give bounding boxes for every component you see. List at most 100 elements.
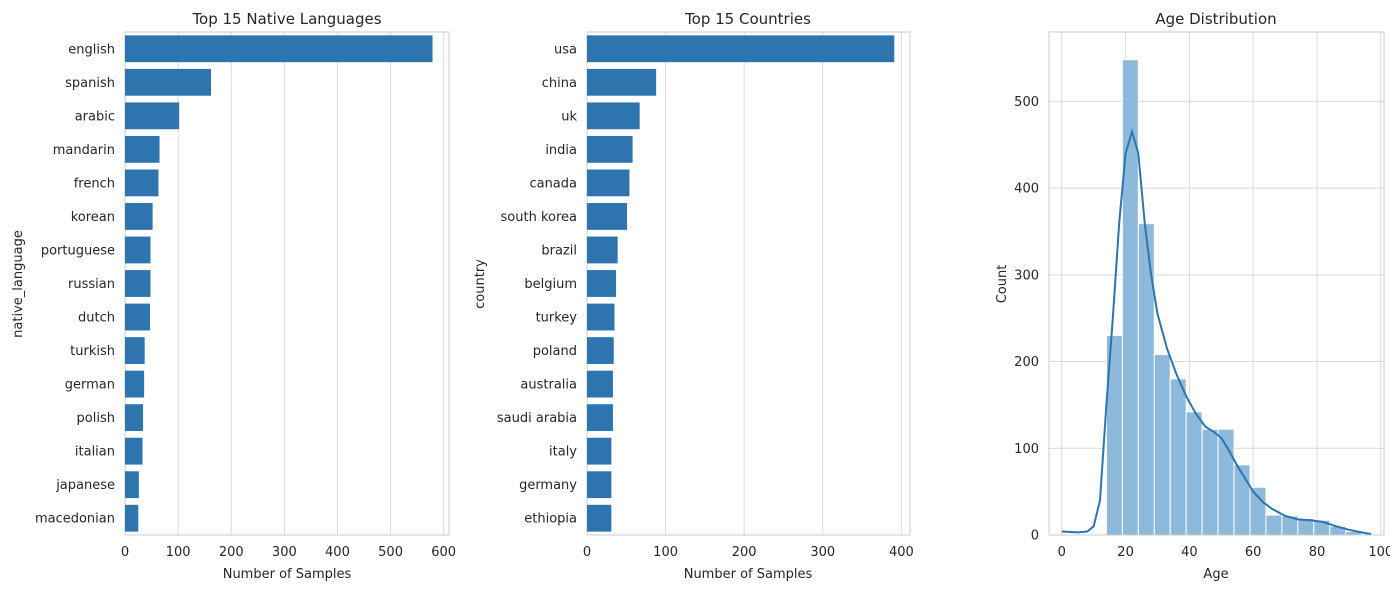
- x-tick-label: 0: [121, 545, 129, 560]
- y-tick-label: turkey: [536, 311, 578, 326]
- bar: [587, 135, 633, 163]
- chart-title: Top 15 Countries: [684, 10, 811, 28]
- y-tick-label: arabic: [75, 109, 115, 124]
- bar: [125, 404, 144, 432]
- y-tick-label: english: [68, 42, 115, 57]
- x-tick-label: 200: [732, 545, 757, 560]
- y-tick-label: 400: [1014, 182, 1039, 197]
- histogram-bar: [1121, 59, 1139, 536]
- histogram-bar: [1249, 486, 1267, 536]
- y-tick-label: usa: [554, 42, 577, 57]
- x-tick-label: 40: [1181, 545, 1198, 560]
- y-tick-label: canada: [529, 176, 577, 191]
- x-axis-label: Age: [1203, 567, 1228, 582]
- y-tick-label: macedonian: [35, 512, 115, 527]
- x-tick-label: 100: [1368, 545, 1390, 560]
- bar: [587, 303, 615, 331]
- x-tick-label: 0: [583, 545, 591, 560]
- y-tick-label: australia: [520, 378, 577, 393]
- y-tick-label: turkish: [70, 344, 115, 359]
- bar: [125, 437, 143, 465]
- histogram-bar: [1265, 514, 1283, 536]
- y-tick-label: russian: [68, 277, 115, 292]
- y-axis-label: country: [473, 259, 488, 309]
- x-axis-label: Number of Samples: [684, 567, 813, 582]
- bar: [125, 337, 145, 364]
- y-tick-label: portuguese: [41, 243, 115, 258]
- bar: [587, 102, 640, 130]
- kde-curve: [1061, 128, 1372, 536]
- bar: [587, 404, 613, 432]
- y-tick-label: spanish: [65, 76, 115, 91]
- histogram-bar: [1137, 223, 1155, 536]
- x-tick-label: 200: [219, 545, 244, 560]
- bar: [587, 370, 613, 398]
- x-tick-label: 400: [325, 545, 350, 560]
- bar: [587, 203, 628, 230]
- x-tick-label: 300: [810, 545, 835, 560]
- bar: [125, 203, 153, 230]
- chart-title: Age Distribution: [1155, 10, 1276, 28]
- bar: [125, 270, 151, 297]
- y-tick-label: japanese: [55, 478, 115, 493]
- bar: [125, 303, 150, 331]
- bar: [125, 68, 212, 96]
- bar: [587, 169, 630, 197]
- y-axis-label: Count: [995, 265, 1010, 304]
- y-tick-label: korean: [71, 210, 115, 225]
- y-tick-label: french: [74, 176, 115, 191]
- bar: [587, 236, 618, 264]
- histogram-bar: [1201, 428, 1219, 536]
- bar: [587, 35, 895, 63]
- y-tick-label: italy: [549, 445, 577, 460]
- y-tick-label: germany: [519, 478, 577, 493]
- y-tick-label: poland: [533, 344, 577, 359]
- histogram-bar: [1185, 411, 1203, 536]
- y-tick-label: brazil: [541, 243, 577, 258]
- y-tick-label: 300: [1014, 268, 1039, 283]
- x-axis-label: Number of Samples: [223, 567, 352, 582]
- bar: [587, 504, 612, 532]
- bar: [125, 135, 160, 163]
- chart-age-distribution: Age Distribution 0 20 40 60 80 100 0 100 200 300…: [995, 10, 1390, 582]
- bar: [587, 471, 612, 499]
- bar: [587, 270, 617, 297]
- bar: [125, 471, 139, 499]
- y-tick-label: dutch: [78, 311, 115, 326]
- y-tick-label: 500: [1014, 95, 1039, 110]
- x-tick-label: 100: [166, 545, 191, 560]
- y-tick-label: china: [542, 76, 577, 91]
- y-tick-label: india: [545, 143, 577, 158]
- bar: [587, 68, 657, 96]
- bar: [125, 35, 433, 63]
- y-tick-label: 200: [1014, 355, 1039, 370]
- y-tick-label: german: [65, 378, 115, 393]
- y-tick-label: south korea: [501, 210, 577, 225]
- chart-native-languages: Top 15 Native Languages 0 100 200 300 400 500…: [11, 10, 456, 582]
- bar: [587, 337, 614, 364]
- bar: [125, 236, 151, 264]
- x-tick-label: 100: [653, 545, 678, 560]
- bar: [587, 437, 612, 465]
- x-tick-label: 400: [889, 545, 914, 560]
- histogram-bar: [1169, 378, 1187, 536]
- x-tick-label: 60: [1245, 545, 1262, 560]
- y-tick-label: ethiopia: [524, 512, 577, 527]
- y-tick-label: 0: [1031, 529, 1039, 544]
- chart-title: Top 15 Native Languages: [191, 10, 381, 28]
- y-tick-label: belgium: [524, 277, 577, 292]
- x-tick-label: 600: [431, 545, 456, 560]
- bar: [125, 169, 159, 197]
- bar: [125, 504, 139, 532]
- bar: [125, 370, 145, 398]
- x-tick-label: 20: [1117, 545, 1134, 560]
- bar: [125, 102, 180, 130]
- chart-countries: Top 15 Countries 0 100 200 300 400 usa china u…: [473, 10, 914, 582]
- y-tick-label: uk: [561, 109, 577, 124]
- plot-frame: [1048, 31, 1385, 536]
- y-tick-label: mandarin: [53, 143, 115, 158]
- y-tick-label: 100: [1014, 442, 1039, 457]
- histogram-bar: [1153, 354, 1171, 536]
- x-tick-label: 0: [1058, 545, 1066, 560]
